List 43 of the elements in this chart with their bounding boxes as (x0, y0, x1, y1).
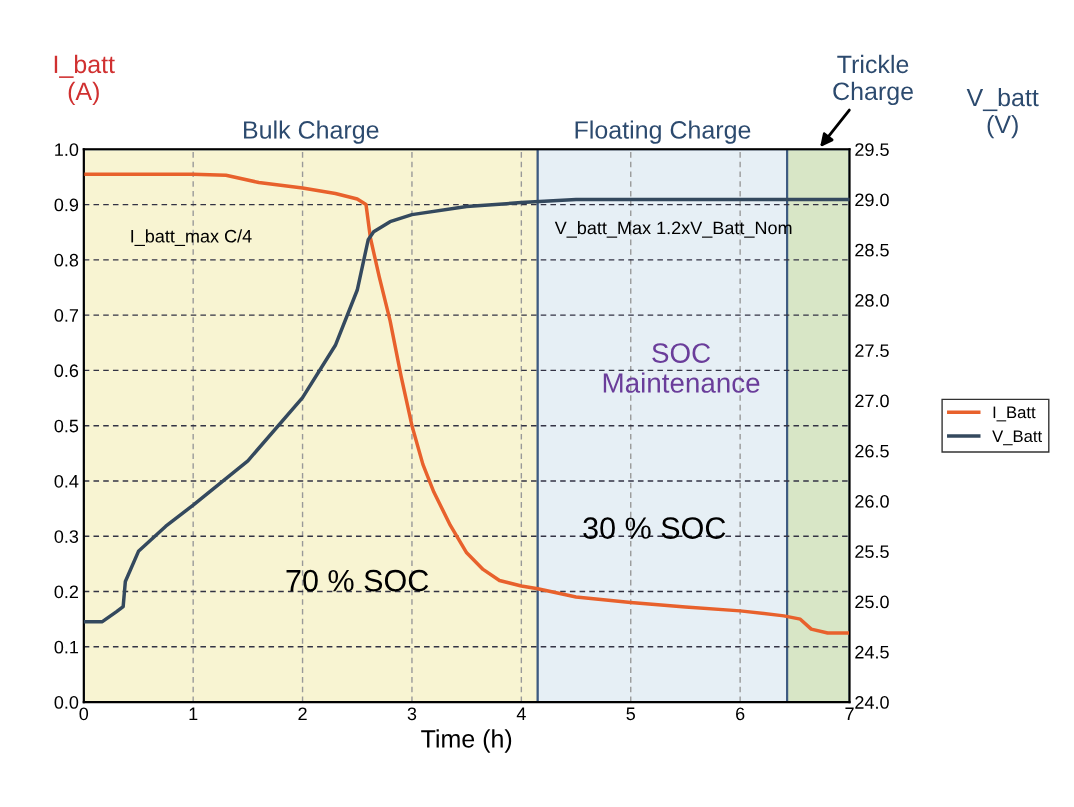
y2-tick-label: 24.5 (855, 645, 889, 659)
y-tick-label: 0.0 (54, 696, 79, 709)
annotation: SOC Maintenance (603, 343, 760, 393)
x-tick-label: 6 (736, 707, 745, 721)
y2-tick-label: 26.0 (855, 495, 889, 508)
annotation: 70 % SOC (286, 569, 429, 592)
band-label: Floating Charge (575, 120, 751, 144)
annotation: 30 % SOC (583, 517, 726, 539)
y2-tick-label: 29.5 (855, 143, 889, 157)
y2-tick-label: 27.0 (855, 394, 889, 408)
y2-tick-label: 29.0 (855, 193, 889, 207)
band-label: Trickle Charge (833, 54, 913, 106)
y-tick-label: 0.7 (54, 309, 79, 322)
y2-tick-label: 28.0 (855, 293, 889, 307)
y-axis-title: I_batt (A) (54, 54, 115, 106)
y-tick-label: 0.5 (54, 419, 79, 433)
x-tick-label: 7 (845, 707, 854, 721)
x-tick-label: 4 (516, 707, 526, 721)
y-tick-label: 0.1 (54, 640, 79, 654)
legend-label: I_Batt (993, 406, 1036, 422)
y2-axis-title: V_batt (V) (966, 88, 1039, 139)
band-label: Bulk Charge (244, 120, 379, 144)
annotation: I_batt_max C/4 (131, 229, 252, 246)
x-tick-label: 2 (298, 707, 307, 721)
x-tick-label: 1 (189, 707, 198, 721)
y2-tick-label: 26.5 (855, 444, 889, 458)
y-tick-label: 0.6 (54, 364, 79, 378)
x-tick-label: 3 (407, 707, 417, 721)
y2-tick-label: 27.5 (855, 344, 889, 358)
y2-tick-label: 24.0 (855, 696, 889, 709)
y2-tick-label: 28.5 (855, 243, 889, 257)
y2-tick-label: 25.5 (855, 545, 889, 559)
x-tick-label: 5 (626, 707, 636, 721)
y-tick-label: 0.4 (54, 474, 79, 488)
y-tick-label: 0.9 (54, 198, 79, 212)
x-axis-title: Time (h) (421, 729, 512, 753)
y-tick-label: 0.2 (54, 585, 79, 599)
y-tick-label: 0.8 (54, 253, 79, 267)
legend-label: V_Batt (992, 430, 1043, 446)
y2-tick-label: 25.0 (855, 595, 889, 609)
x-tick-label: 0 (79, 707, 89, 721)
y-tick-label: 1.0 (55, 143, 79, 157)
y-tick-label: 0.3 (54, 530, 79, 543)
